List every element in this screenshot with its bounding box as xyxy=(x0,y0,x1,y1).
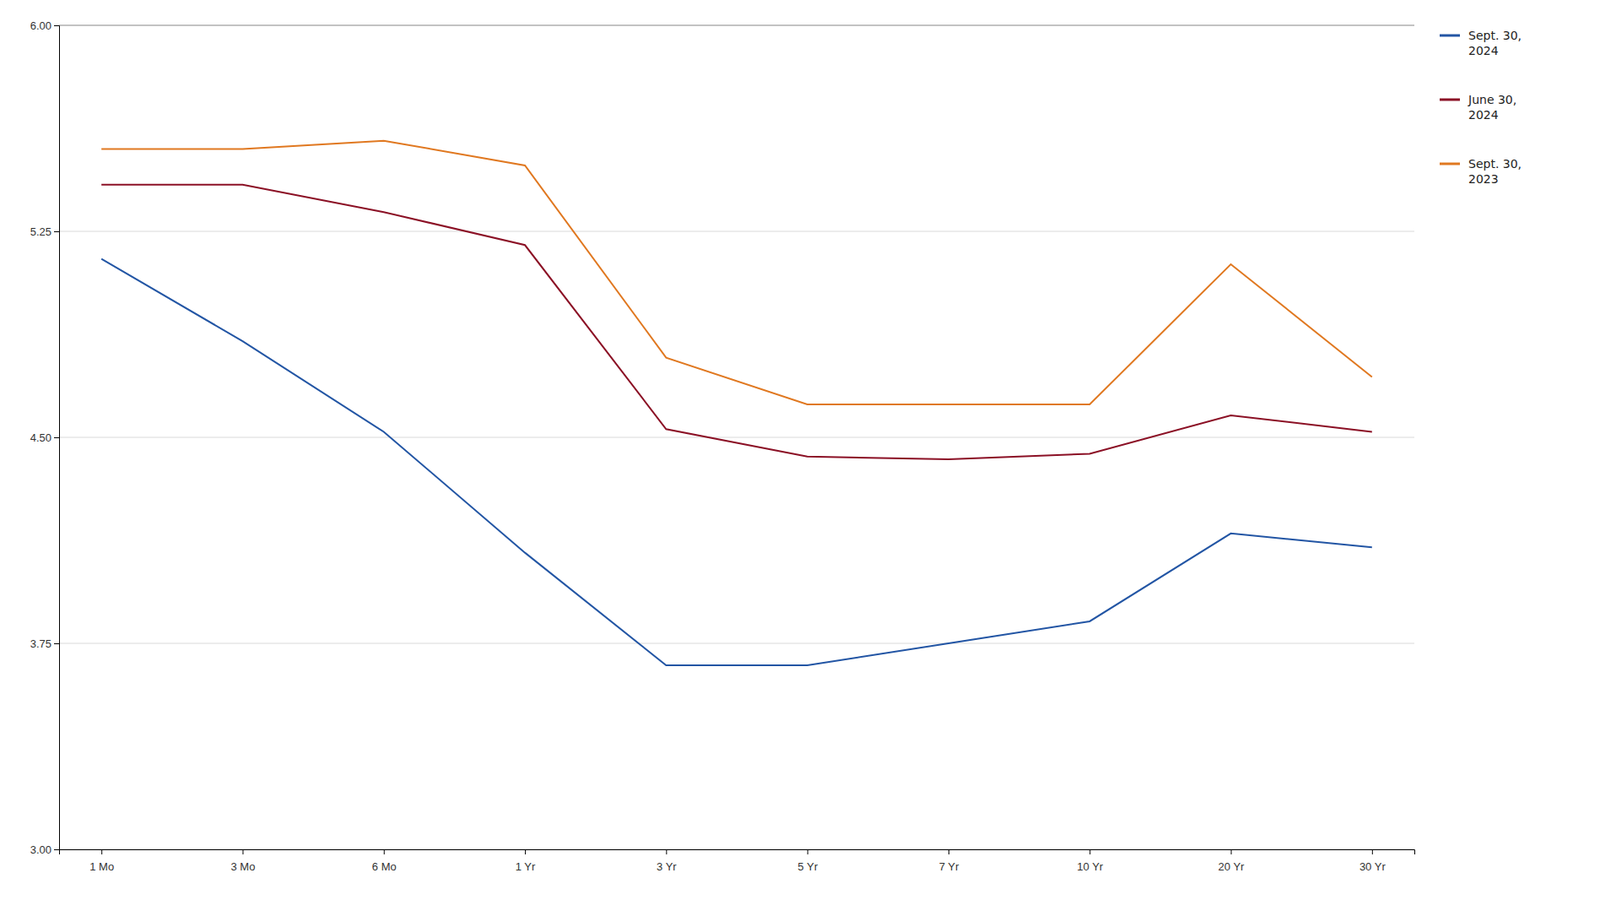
x-axis: 1 Mo 3 Mo 6 Mo 1 Yr 3 Yr 5 Yr 7 Yr 10 Yr 20 Yr 30… xyxy=(59,848,1416,873)
x-tick-mark xyxy=(242,848,244,855)
x-tick-label: 1 Yr xyxy=(515,859,536,873)
x-tick: 1 Mo xyxy=(89,848,114,873)
legend-label: Sept. 30,2023 xyxy=(1468,156,1522,186)
legend-swatch xyxy=(1439,98,1460,102)
y-axis-line xyxy=(54,26,60,850)
y-tick-mark xyxy=(54,437,60,438)
x-tick: 7 Yr xyxy=(939,848,960,873)
y-tick: 5.25 xyxy=(30,225,60,238)
x-axis-line xyxy=(59,849,1416,855)
grid-line xyxy=(59,231,1415,233)
plot-area: 3.00 3.75 4.50 5.25 6.00 1 Mo 3 Mo 6 Mo 1 Yr 3 Yr… xyxy=(30,19,1416,873)
y-tick: 4.50 xyxy=(30,431,60,444)
x-tick-mark xyxy=(807,848,809,855)
x-tick-mark xyxy=(101,848,103,855)
y-tick-mark xyxy=(54,231,60,233)
legend-item: June 30,2024 xyxy=(1439,92,1517,122)
y-tick-mark xyxy=(54,25,60,27)
legend: Sept. 30,2024 June 30,2024 Sept. 30,2023 xyxy=(1439,28,1522,186)
x-tick-mark xyxy=(383,848,385,855)
y-tick-label: 4.50 xyxy=(30,431,52,444)
y-tick-mark xyxy=(54,848,60,850)
x-tick-label: 7 Yr xyxy=(939,859,960,873)
legend-item: Sept. 30,2024 xyxy=(1439,28,1522,58)
y-tick-mark xyxy=(54,643,60,644)
chart-svg: 3.00 3.75 4.50 5.25 6.00 1 Mo 3 Mo 6 Mo 1 Yr 3 Yr… xyxy=(0,0,1600,900)
top-line xyxy=(59,25,1415,27)
legend-swatch xyxy=(1439,34,1460,38)
x-tick: 1 Yr xyxy=(515,848,536,873)
x-tick: 20 Yr xyxy=(1218,848,1246,873)
x-tick: 5 Yr xyxy=(797,848,818,873)
x-tick-mark xyxy=(1372,848,1373,855)
x-tick: 10 Yr xyxy=(1076,848,1104,873)
lines xyxy=(101,140,1373,665)
x-tick-label: 6 Mo xyxy=(372,859,397,873)
legend-swatch xyxy=(1439,162,1460,166)
x-tick-mark xyxy=(1089,848,1091,855)
x-tick: 3 Yr xyxy=(656,848,677,873)
grid xyxy=(59,25,1415,849)
x-tick-label: 5 Yr xyxy=(797,859,818,873)
y-tick-label: 3.00 xyxy=(30,843,52,856)
grid-line xyxy=(59,25,1415,27)
series-line xyxy=(101,259,1373,665)
x-tick-label: 3 Yr xyxy=(656,859,677,873)
y-tick-label: 6.00 xyxy=(30,19,52,33)
x-tick-label: 1 Mo xyxy=(89,859,114,873)
x-tick-label: 20 Yr xyxy=(1218,859,1246,873)
y-axis: 3.00 3.75 4.50 5.25 6.00 xyxy=(30,19,60,856)
grid-line xyxy=(59,437,1415,438)
legend-item: Sept. 30,2023 xyxy=(1439,156,1522,186)
x-tick: 3 Mo xyxy=(231,848,256,873)
y-tick: 3.00 xyxy=(30,843,60,856)
x-tick-label: 10 Yr xyxy=(1076,859,1104,873)
x-tick-mark xyxy=(1231,848,1233,855)
grid-line xyxy=(59,643,1415,644)
x-tick-label: 3 Mo xyxy=(231,859,256,873)
x-tick-mark xyxy=(524,848,526,855)
x-tick: 6 Mo xyxy=(372,848,397,873)
legend-label: June 30,2024 xyxy=(1467,92,1517,122)
legend-label: Sept. 30,2024 xyxy=(1468,28,1522,58)
x-tick: 30 Yr xyxy=(1359,848,1387,873)
y-tick-label: 5.25 xyxy=(30,225,52,238)
x-tick-label: 30 Yr xyxy=(1359,859,1387,873)
series-line xyxy=(101,184,1373,460)
y-tick: 6.00 xyxy=(30,19,60,33)
y-tick-label: 3.75 xyxy=(30,637,52,650)
x-tick-mark xyxy=(665,848,667,855)
x-tick-mark xyxy=(948,848,950,855)
series-line xyxy=(101,140,1373,405)
y-tick: 3.75 xyxy=(30,637,60,650)
